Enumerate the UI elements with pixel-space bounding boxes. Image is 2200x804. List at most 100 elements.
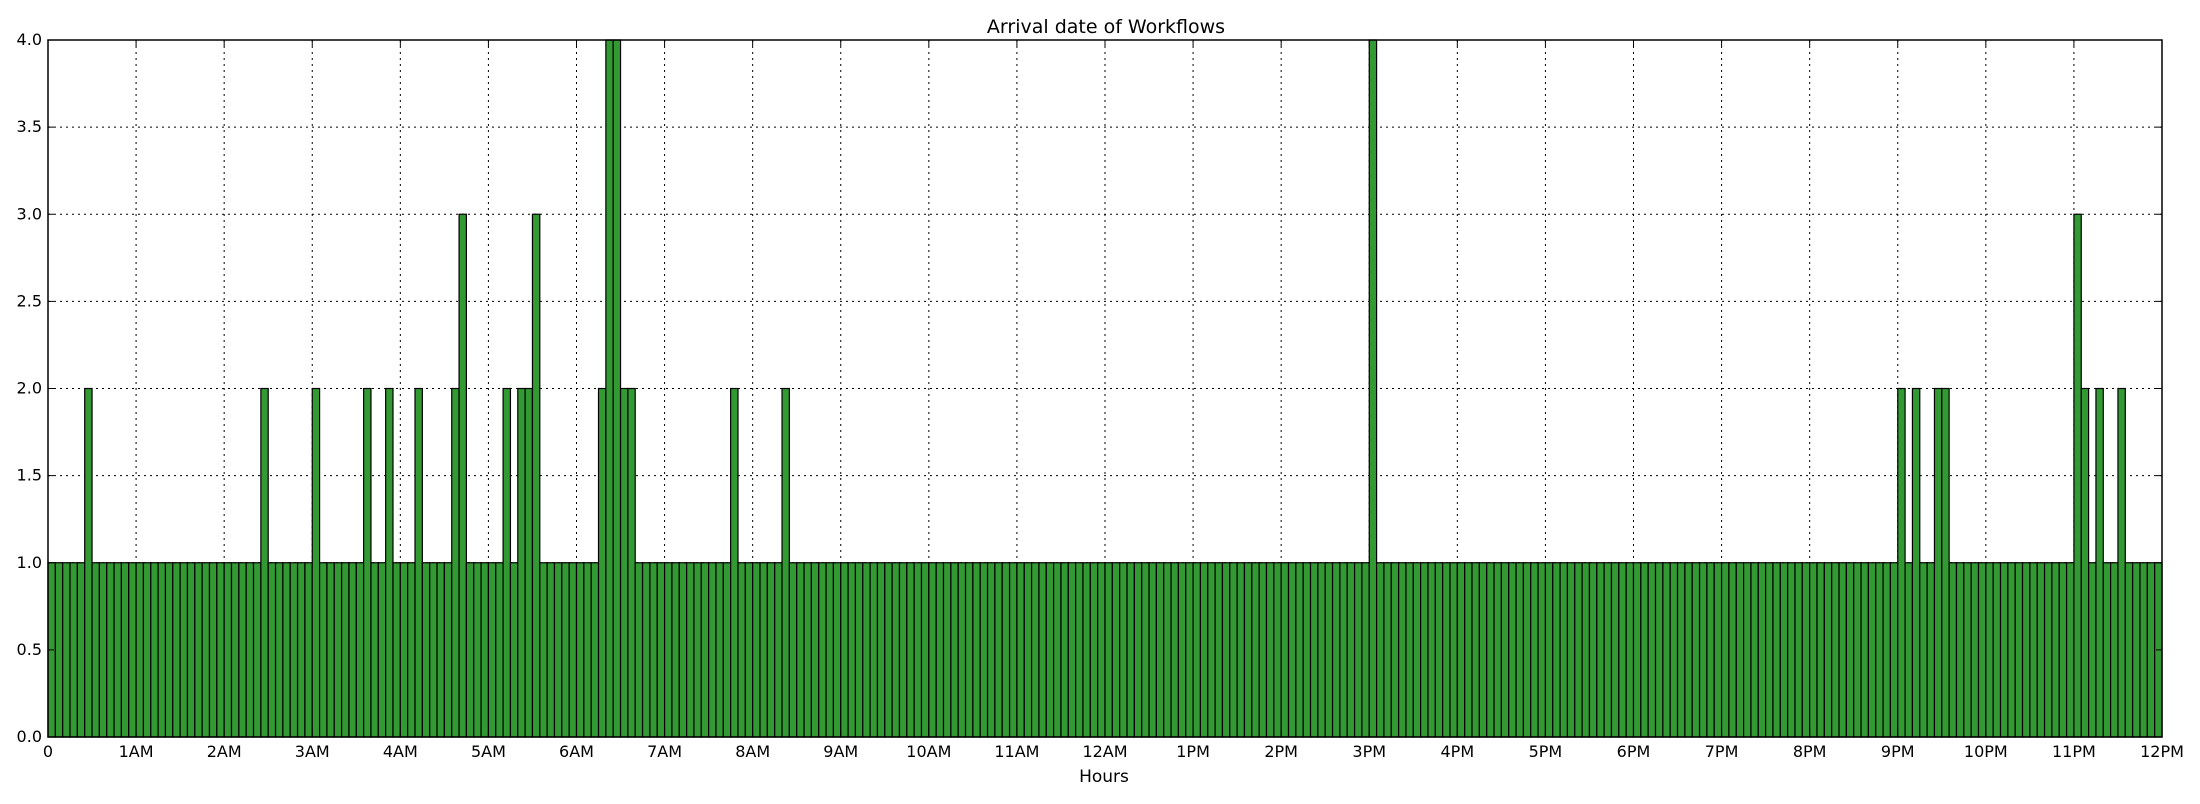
histogram-bar [605, 39, 614, 738]
histogram-bar [1339, 562, 1348, 738]
histogram-bar [693, 562, 702, 738]
histogram-bar [282, 562, 291, 738]
histogram-bar [678, 562, 688, 738]
histogram-bar [1214, 562, 1224, 738]
histogram-bar [1977, 562, 1987, 738]
histogram-bar [1999, 562, 2009, 738]
histogram-bar [1258, 562, 1268, 738]
y-tick-label: 3.0 [17, 204, 42, 223]
histogram-bar [1669, 562, 1679, 738]
histogram-bar [994, 562, 1003, 738]
histogram-bar [920, 562, 930, 738]
histogram-bar [1163, 562, 1172, 738]
histogram-bar [1229, 562, 1238, 738]
histogram-bar [906, 562, 915, 738]
histogram-bar [1618, 562, 1627, 738]
histogram-bar [1508, 562, 1517, 738]
histogram-bar [1324, 562, 1334, 738]
histogram-bar [568, 562, 578, 738]
y-axis-tick-labels: 0.0 0.5 1.0 1.5 2.0 2.5 3.0 3.5 4.0 [17, 30, 42, 746]
histogram-bar [208, 562, 218, 738]
histogram-bar [1596, 562, 1605, 738]
histogram-bar [546, 562, 556, 738]
histogram-bar [1331, 562, 1341, 738]
histogram-bar [649, 562, 658, 738]
histogram-bar [876, 562, 886, 738]
histogram-bar [1588, 562, 1598, 738]
y-tick-label: 1.5 [17, 466, 42, 485]
x-axis-label: Hours [1079, 767, 1129, 787]
histogram-bar [495, 562, 504, 738]
histogram-bar [539, 562, 548, 738]
histogram-bar [201, 562, 211, 738]
histogram-bar [1434, 562, 1444, 738]
histogram-bar [142, 562, 152, 738]
histogram-bar [318, 562, 328, 738]
histogram-bar [744, 562, 754, 738]
histogram-bar [377, 562, 387, 738]
histogram-bar [854, 562, 864, 738]
histogram-bar [1243, 562, 1253, 738]
histogram-bar [1640, 562, 1649, 738]
histogram-bar [2087, 562, 2097, 738]
histogram-bar [120, 562, 130, 738]
x-tick-label: 8AM [735, 742, 770, 761]
histogram-bar [1089, 562, 1099, 738]
x-tick-label: 1PM [1176, 742, 1210, 761]
histogram-bar [333, 562, 343, 738]
x-tick-label: 3PM [1352, 742, 1386, 761]
histogram-bar [84, 387, 93, 738]
histogram-bar [54, 562, 64, 738]
histogram-bar [1141, 562, 1150, 738]
histogram-bar [913, 562, 923, 738]
histogram-bar [1933, 387, 1943, 738]
histogram-bar [341, 562, 350, 738]
histogram-bar [1405, 562, 1414, 738]
histogram-bar [1427, 562, 1436, 738]
histogram-bar [810, 562, 820, 738]
x-tick-label: 6PM [1617, 742, 1651, 761]
x-tick-label: 3AM [295, 742, 330, 761]
histogram-bar [186, 562, 196, 738]
histogram-bar [2029, 562, 2038, 738]
x-tick-label: 6AM [559, 742, 594, 761]
histogram-bar [766, 562, 776, 738]
histogram-bar [1317, 562, 1326, 738]
histogram-bar [2036, 562, 2046, 738]
histogram-bar [1566, 562, 1576, 738]
histogram-bar [1170, 562, 1180, 738]
x-tick-label: 5PM [1529, 742, 1563, 761]
histogram-bar [473, 562, 482, 738]
histogram-bar [553, 562, 563, 738]
x-tick-label: 2PM [1264, 742, 1298, 761]
histogram-bar [803, 562, 812, 738]
histogram-bar [1309, 562, 1319, 738]
histogram-bar [1970, 562, 1980, 738]
histogram-bar [458, 213, 467, 738]
histogram-bar [663, 562, 673, 738]
histogram-bar [421, 562, 431, 738]
histogram-bar [1610, 562, 1620, 738]
x-tick-label: 5AM [471, 742, 506, 761]
histogram-bar [1133, 562, 1143, 738]
histogram-bar [429, 562, 438, 738]
histogram-bar [1889, 562, 1899, 738]
histogram-bar [1867, 562, 1877, 738]
histogram-bar [1207, 562, 1216, 738]
histogram-bar [517, 387, 526, 738]
histogram-bar [708, 562, 717, 738]
histogram-bar [590, 562, 600, 738]
histogram-bar [1985, 562, 1994, 738]
histogram-bar [355, 562, 365, 738]
histogram-bar [1706, 562, 1715, 738]
histogram-bar [1823, 562, 1833, 738]
histogram-bar [1493, 562, 1502, 738]
histogram-bar [502, 387, 512, 738]
histogram-bar [1735, 562, 1745, 738]
x-tick-label: 1AM [119, 742, 154, 761]
histogram-bar [1082, 562, 1091, 738]
histogram-bar [575, 562, 585, 738]
histogram-bar [128, 562, 137, 738]
histogram-bar [1992, 562, 2002, 738]
